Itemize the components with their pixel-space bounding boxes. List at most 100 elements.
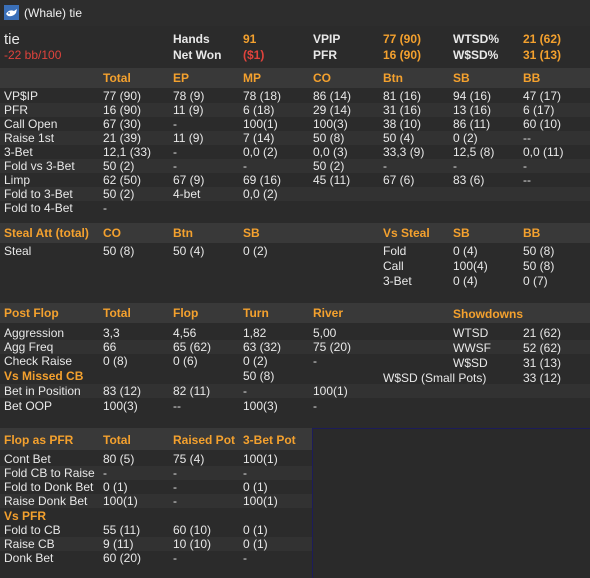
stat-cell: 67 (9) bbox=[173, 173, 205, 187]
positions-row-bg bbox=[0, 187, 590, 201]
stat-cell: 67 (6) bbox=[383, 173, 415, 187]
wtsd-label: WTSD% bbox=[453, 32, 499, 46]
flop-pfr-label: Raise Donk Bet bbox=[4, 494, 88, 508]
stat-cell: 78 (18) bbox=[243, 89, 282, 103]
postflop-cell: 5,00 bbox=[313, 326, 337, 340]
stat-cell: - bbox=[243, 159, 247, 173]
stat-cell: 33,3 (9) bbox=[383, 145, 425, 159]
stat-cell: -- bbox=[523, 173, 531, 187]
flop-pfr-cell: - bbox=[173, 494, 177, 508]
steal-cell: 0 (2) bbox=[243, 244, 268, 258]
vs-pfr-cell: 55 (11) bbox=[103, 523, 141, 537]
postflop-cell: 0 (8) bbox=[103, 354, 128, 368]
stat-cell: 86 (14) bbox=[313, 89, 352, 103]
vs-pfr-cell: 0 (1) bbox=[243, 523, 268, 537]
stat-cell: - bbox=[383, 159, 387, 173]
showdown-label: WTSD bbox=[453, 326, 489, 340]
stat-label: 3-Bet bbox=[4, 145, 33, 159]
vs-pfr-title: Vs PFR bbox=[4, 509, 47, 523]
flop-pfr-cell: 0 (1) bbox=[243, 480, 268, 494]
flop-pfr-row-bg bbox=[0, 466, 312, 480]
vs-pfr-cell: - bbox=[173, 551, 177, 565]
stat-cell: 60 (10) bbox=[523, 117, 562, 131]
stat-cell: 77 (90) bbox=[103, 89, 142, 103]
steal-header-band bbox=[0, 223, 590, 243]
showdown-label: W$SD (Small Pots) bbox=[383, 371, 487, 385]
stat-cell: 94 (16) bbox=[453, 89, 492, 103]
stat-cell: 31 (16) bbox=[383, 103, 422, 117]
positions-row-bg bbox=[0, 103, 590, 117]
vs-pfr-cell: 10 (10) bbox=[173, 537, 212, 551]
postflop-cell: 63 (32) bbox=[243, 340, 282, 354]
stat-cell: - bbox=[173, 117, 177, 131]
vs-steal-label: 3-Bet bbox=[383, 274, 412, 288]
postflop-title: Post Flop bbox=[4, 306, 59, 320]
stat-cell: 0,0 (2) bbox=[243, 145, 278, 159]
stat-cell: 0 (2) bbox=[453, 131, 478, 145]
stat-cell: 69 (16) bbox=[243, 173, 282, 187]
wssd-value: 31 (13) bbox=[523, 48, 562, 62]
stat-cell: 0,0 (3) bbox=[313, 145, 348, 159]
vs-steal-cell: 0 (4) bbox=[453, 244, 478, 258]
flop-pfr-cell: 100(1) bbox=[243, 494, 278, 508]
flop-pfr-cell: 80 (5) bbox=[103, 452, 135, 466]
vs-steal-cell: 0 (4) bbox=[453, 274, 478, 288]
flop-pfr-cell: - bbox=[173, 480, 177, 494]
stat-label: VP$IP bbox=[4, 89, 39, 103]
stat-label: Fold to 3-Bet bbox=[4, 187, 73, 201]
vpip-value: 77 (90) bbox=[383, 32, 422, 46]
vs-pfr-cell: 0 (1) bbox=[243, 537, 268, 551]
position-header-btn: Btn bbox=[383, 71, 403, 85]
postflop-cell: 66 bbox=[103, 340, 117, 354]
stat-cell: 81 (16) bbox=[383, 89, 422, 103]
vs-pfr-label: Fold to CB bbox=[4, 523, 61, 537]
stat-cell: - bbox=[103, 201, 107, 215]
stat-cell: 100(3) bbox=[313, 117, 348, 131]
stat-cell: 67 (30) bbox=[103, 117, 142, 131]
stat-label: Fold to 4-Bet bbox=[4, 201, 73, 215]
postflop-cell: 3,3 bbox=[103, 326, 120, 340]
stat-cell: 50 (4) bbox=[383, 131, 415, 145]
positions-row-bg bbox=[0, 159, 590, 173]
showdown-label: WWSF bbox=[453, 341, 491, 355]
steal-title: Steal Att (total) bbox=[4, 226, 89, 240]
wtsd-value: 21 (62) bbox=[523, 32, 562, 46]
postflop-header: River bbox=[313, 306, 344, 320]
vs-steal-header: SB bbox=[453, 226, 470, 240]
vs-pfr-cell: - bbox=[243, 551, 247, 565]
flop-pfr-cell: 100(1) bbox=[243, 452, 278, 466]
stat-cell: 62 (50) bbox=[103, 173, 142, 187]
winrate: -22 bb/100 bbox=[4, 48, 62, 62]
stat-cell: 50 (8) bbox=[313, 131, 345, 145]
vs-steal-cell: 50 (8) bbox=[523, 259, 555, 273]
steal-label: Steal bbox=[4, 244, 32, 258]
player-header: tie -22 bb/100 Hands 91 Net Won ($1) VPI… bbox=[0, 26, 590, 66]
stat-cell: 0,0 (11) bbox=[523, 145, 564, 159]
stat-cell: 38 (10) bbox=[383, 117, 422, 131]
vs-steal-label: Call bbox=[383, 259, 404, 273]
vs-steal-title: Vs Steal bbox=[383, 226, 430, 240]
stat-cell: 0,0 (2) bbox=[243, 187, 278, 201]
steal-header: CO bbox=[103, 226, 121, 240]
postflop-header: Turn bbox=[243, 306, 269, 320]
stat-label: Fold vs 3-Bet bbox=[4, 159, 75, 173]
vs-pfr-label: Raise CB bbox=[4, 537, 55, 551]
stat-cell: 78 (9) bbox=[173, 89, 205, 103]
stat-cell: 29 (14) bbox=[313, 103, 352, 117]
flop-pfr-cell: - bbox=[173, 466, 177, 480]
position-header-co: CO bbox=[313, 71, 331, 85]
stat-cell: 86 (11) bbox=[453, 117, 491, 131]
window-title: (Whale) tie bbox=[24, 6, 83, 20]
postflop-cell: 75 (20) bbox=[313, 340, 352, 354]
showdowns-title: Showdowns bbox=[453, 307, 523, 321]
vs-steal-header: BB bbox=[523, 226, 541, 240]
stat-cell: 13 (16) bbox=[453, 103, 492, 117]
player-name: tie bbox=[4, 31, 20, 48]
vs-pfr-label: Donk Bet bbox=[4, 551, 54, 565]
hands-value: 91 bbox=[243, 32, 257, 46]
postflop-cell: 0 (2) bbox=[243, 354, 268, 368]
showdown-value: 31 (13) bbox=[523, 356, 562, 370]
stat-cell: 100(1) bbox=[243, 117, 278, 131]
steal-header: Btn bbox=[173, 226, 193, 240]
postflop-header-band bbox=[0, 303, 590, 323]
